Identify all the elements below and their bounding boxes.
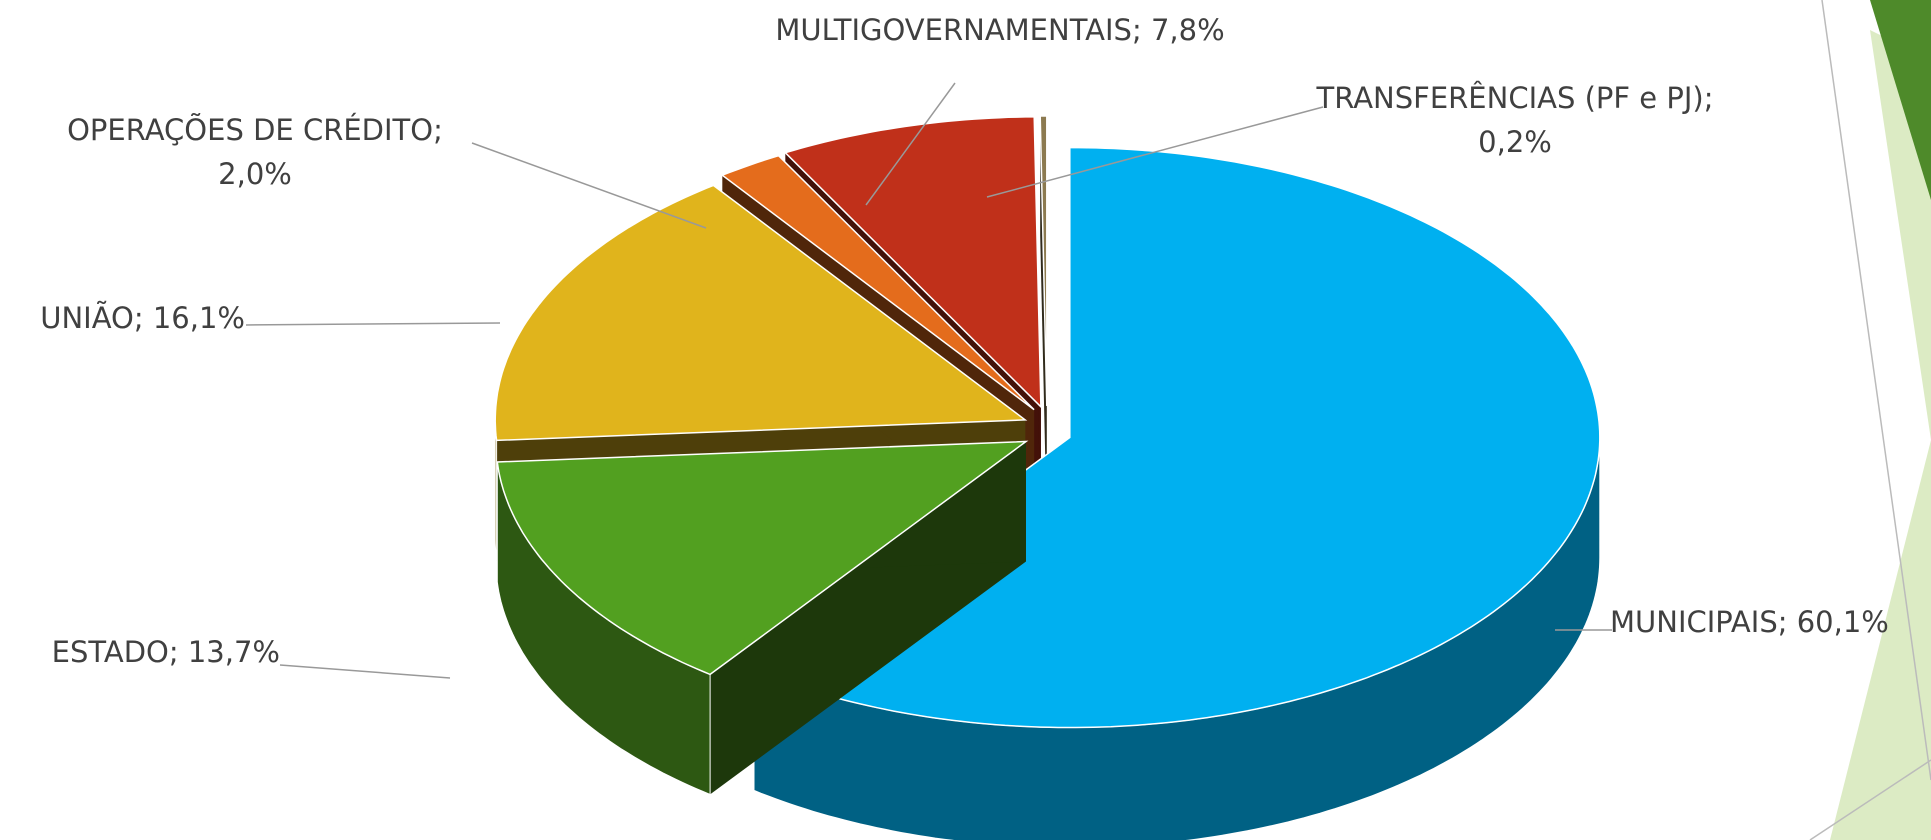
- slice: [496, 440, 1029, 676]
- value-label: 60,1%: [1796, 605, 1889, 639]
- value-label: 2,0%: [218, 157, 292, 191]
- data-label: OPERAÇÕES DE CRÉDITO; 2,0%: [30, 108, 480, 196]
- data-label: MULTIGOVERNAMENTAIS; 7,8%: [760, 8, 1240, 52]
- category: ESTADO: [51, 635, 169, 669]
- pie: [494, 115, 1601, 840]
- leader-line: [865, 82, 956, 206]
- decor: [1821, 0, 1931, 781]
- separator: ;: [168, 635, 179, 669]
- slice: [494, 184, 1028, 442]
- leader-line: [245, 322, 501, 326]
- value-label: 16,1%: [152, 301, 245, 335]
- category: OPERAÇÕES DE CRÉDITO: [67, 113, 434, 147]
- decor: [1870, 0, 1931, 200]
- data-label: ESTADO; 13,7%: [10, 630, 280, 674]
- category: TRANSFERÊNCIAS (PF e PJ): [1316, 81, 1704, 115]
- category: UNIÃO: [40, 301, 134, 335]
- separator: ;: [433, 113, 443, 147]
- data-label: MUNICIPAIS; 60,1%: [1610, 600, 1930, 644]
- data-label: TRANSFERÊNCIAS (PF e PJ); 0,2%: [1310, 76, 1720, 164]
- leaders: [245, 82, 1612, 679]
- separator: ;: [1703, 81, 1714, 115]
- slice: [783, 116, 1042, 409]
- leader-line: [986, 106, 1324, 198]
- value-label: 13,7%: [187, 635, 280, 669]
- slice: [1039, 115, 1048, 407]
- separator: ;: [133, 301, 144, 335]
- value-label: 0,2%: [1478, 125, 1552, 159]
- leader-line: [471, 142, 707, 229]
- leader-line: [279, 664, 451, 679]
- decor: [1809, 759, 1931, 840]
- separator: ;: [1131, 13, 1142, 47]
- decor: [1830, 440, 1931, 840]
- data-label: UNIÃO; 16,1%: [0, 296, 245, 340]
- separator: ;: [1777, 605, 1788, 639]
- category: MUNICIPAIS: [1610, 605, 1778, 639]
- slice: [720, 154, 1035, 411]
- value-label: 7,8%: [1150, 13, 1225, 47]
- category: MULTIGOVERNAMENTAIS: [775, 13, 1132, 47]
